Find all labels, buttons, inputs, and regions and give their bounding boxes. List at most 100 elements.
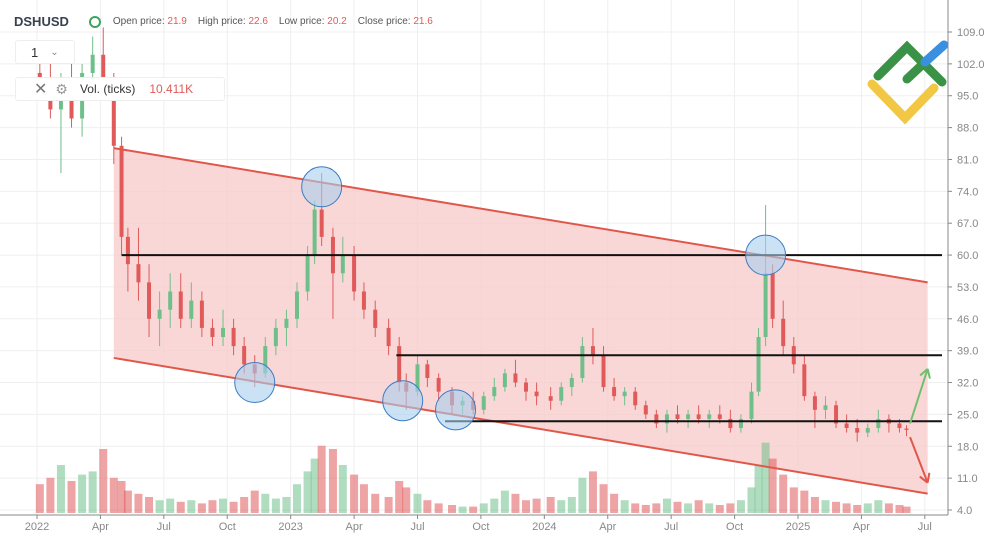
volume-bar (810, 497, 819, 513)
candle-body (876, 418, 881, 429)
candle-body (834, 405, 839, 424)
candle-body (696, 414, 701, 419)
interval-select[interactable]: 1 ⌄ (15, 40, 75, 64)
volume-bar (338, 465, 347, 513)
candle-body (897, 423, 902, 429)
y-tick-label: 109.0 (957, 27, 985, 39)
volume-bar (842, 503, 851, 513)
y-tick-label: 102.0 (957, 59, 985, 71)
candle-body (569, 377, 574, 388)
volume-bar (567, 497, 576, 513)
volume-bar (423, 500, 432, 513)
candle-body (199, 300, 204, 328)
candle-body (643, 405, 648, 415)
close-icon[interactable]: ✕ (34, 81, 48, 98)
high-value: 22.6 (248, 16, 268, 27)
volume-bar (240, 497, 249, 513)
volume-bar (599, 484, 608, 513)
candle-body (157, 309, 162, 319)
candle-body (844, 423, 849, 429)
volume-bar (293, 484, 302, 513)
volume-bar (673, 501, 682, 513)
volume-bar (546, 497, 555, 513)
candle-body (69, 91, 74, 119)
candle-body (373, 309, 378, 328)
candle-body (865, 428, 870, 433)
candle-body (340, 255, 345, 274)
candle-body (763, 273, 768, 338)
x-tick-label: 2024 (532, 521, 556, 533)
volume-bar (458, 506, 467, 513)
candle-body (534, 391, 539, 397)
arrow-up-head (919, 368, 929, 377)
volume-bar (328, 449, 337, 513)
candle-body (221, 327, 226, 338)
volume-bar (402, 487, 411, 513)
volume-bar (610, 493, 619, 513)
candle-body (397, 346, 402, 383)
volume-bar (187, 500, 196, 513)
candle-body (559, 387, 564, 401)
candle-body (101, 54, 106, 83)
x-tick-label: 2023 (278, 521, 302, 533)
candle-body (590, 346, 595, 356)
volume-bar (117, 481, 126, 513)
volume-bar (166, 498, 175, 513)
volume-bar (413, 493, 422, 513)
candle-body (119, 145, 124, 237)
volume-bar (863, 503, 872, 513)
volume-bar (662, 498, 671, 513)
candle-body (675, 414, 680, 419)
candle-body (492, 387, 497, 397)
open-label: Open price: (112, 16, 165, 27)
candle-body (612, 387, 617, 397)
candle-body (664, 414, 669, 424)
volume-bar (46, 477, 55, 513)
volume-bar (789, 487, 798, 513)
volume-bar (684, 503, 693, 513)
volume-bar (578, 477, 587, 513)
y-tick-label: 25.0 (957, 409, 978, 421)
arrow-down (909, 436, 929, 484)
volume-bar (754, 465, 763, 513)
chevron-down-icon: ⌄ (50, 46, 59, 58)
volume-bar (694, 500, 703, 513)
candle-body (770, 273, 775, 319)
x-tick-label: Apr (92, 521, 109, 533)
volume-bar (99, 449, 108, 513)
candle-body (168, 291, 173, 310)
candle-body (686, 414, 691, 419)
low-value: 20.2 (327, 16, 347, 27)
arrow-up (909, 368, 929, 424)
x-tick-label: Jul (157, 521, 171, 533)
interval-value: 1 (31, 44, 39, 60)
volume-bar (250, 490, 259, 513)
volume-bar (500, 490, 509, 513)
volume-bar (631, 503, 640, 513)
y-tick-label: 53.0 (957, 282, 978, 294)
volume-bar (853, 505, 862, 513)
volume-bar (78, 474, 87, 513)
candle-body (823, 405, 828, 410)
volume-bar (35, 484, 44, 513)
volume-bar (641, 505, 650, 513)
gear-icon[interactable]: ⚙ (55, 80, 68, 97)
volume-bar (303, 471, 312, 513)
volume-bar (109, 477, 118, 513)
candle-body (548, 396, 553, 401)
y-tick-label: 11.0 (957, 473, 978, 485)
candle-body (263, 346, 268, 374)
clock-icon[interactable] (88, 15, 101, 28)
candle-body (802, 364, 807, 397)
volume-bar (902, 506, 911, 513)
highlight-circle (234, 362, 276, 404)
highlight-circle (301, 166, 343, 208)
volume-label: Vol. (ticks) (79, 82, 136, 96)
y-tick-label: 60.0 (957, 250, 978, 262)
candle-body (284, 318, 289, 328)
volume-bar (350, 474, 359, 513)
volume-bar (282, 497, 291, 513)
volume-bar (271, 498, 280, 513)
candle-body (386, 327, 391, 347)
